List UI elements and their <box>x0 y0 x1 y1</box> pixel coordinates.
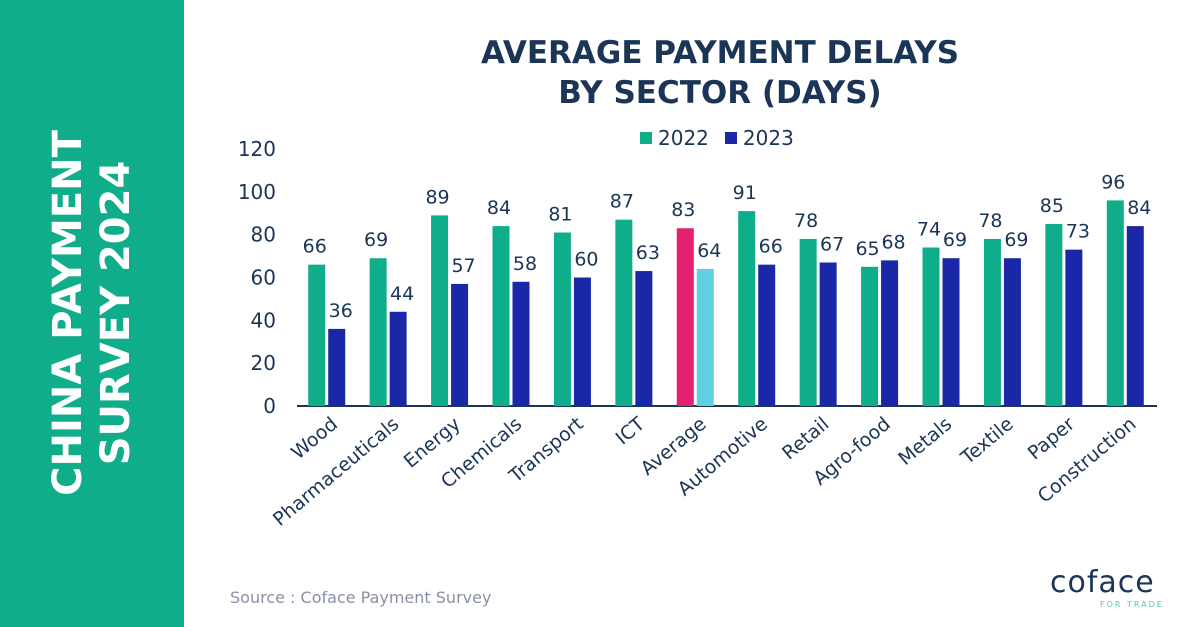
data-label: 66 <box>759 236 783 258</box>
data-label: 89 <box>425 186 449 208</box>
legend-label: 2023 <box>742 126 794 150</box>
bar-2023 <box>1126 226 1144 406</box>
y-tick-label: 120 <box>238 137 276 161</box>
data-label: 67 <box>820 234 844 256</box>
data-label: 44 <box>390 283 414 305</box>
bar-2023 <box>389 311 407 406</box>
data-label: 69 <box>943 229 967 251</box>
bar-2023 <box>451 283 469 406</box>
data-label: 69 <box>1004 229 1028 251</box>
x-tick-label: Retail <box>778 413 833 464</box>
data-label: 81 <box>548 204 572 226</box>
data-label: 60 <box>574 249 598 271</box>
legend-swatch <box>724 132 737 144</box>
legend-item-2022: 2022 <box>640 126 709 150</box>
logo-tagline: FOR TRADE <box>1100 600 1164 609</box>
bar-2022 <box>308 264 326 406</box>
bar-2022 <box>738 211 756 406</box>
data-label: 57 <box>451 255 475 277</box>
legend-item-2023: 2023 <box>724 126 794 150</box>
data-label: 85 <box>1040 195 1064 217</box>
y-tick-label: 40 <box>251 308 276 332</box>
data-label: 78 <box>794 210 818 232</box>
chart-title-line1: AVERAGE PAYMENT DELAYS <box>480 35 960 71</box>
data-label: 78 <box>978 210 1002 232</box>
data-label: 58 <box>513 253 537 275</box>
data-label: 64 <box>697 240 721 262</box>
legend-swatch <box>640 132 652 144</box>
bar-2023 <box>1003 258 1021 406</box>
side-banner: CHINA PAYMENT SURVEY 2024 <box>0 0 184 627</box>
data-label: 69 <box>364 229 388 251</box>
bar-2023 <box>635 271 653 406</box>
bar-2023 <box>573 277 591 406</box>
bar-2022 <box>1045 223 1063 406</box>
data-label: 66 <box>303 236 327 258</box>
data-label: 63 <box>636 242 660 264</box>
x-tick-label: Metals <box>894 413 956 470</box>
bar-2023 <box>819 262 837 406</box>
bar-2022 <box>861 266 879 406</box>
bar-2023 <box>696 268 714 406</box>
chart-title: AVERAGE PAYMENT DELAYS BY SECTOR (DAYS) <box>300 33 1140 113</box>
data-label: 84 <box>487 197 511 219</box>
bar-2022 <box>799 238 817 406</box>
bar-2022 <box>983 238 1001 406</box>
x-tick-label: ICT <box>612 413 650 450</box>
data-label: 96 <box>1101 171 1125 193</box>
x-tick-label: Wood <box>287 413 342 464</box>
y-tick-label: 0 <box>263 394 276 418</box>
bar-2023 <box>1065 249 1083 406</box>
bar-2022 <box>676 228 694 406</box>
bar-2022 <box>431 215 449 406</box>
legend-label: 2022 <box>658 126 709 150</box>
bar-2023 <box>328 328 346 406</box>
bar-2022 <box>492 226 510 406</box>
bar-2023 <box>942 258 960 406</box>
bar-2023 <box>758 264 776 406</box>
legend: 2022 2023 <box>640 126 794 150</box>
bar-2023 <box>881 260 899 406</box>
data-label: 84 <box>1127 197 1151 219</box>
y-tick-label: 20 <box>251 351 276 375</box>
data-label: 65 <box>855 238 879 260</box>
bar-2022 <box>369 258 387 406</box>
data-label: 73 <box>1066 221 1090 243</box>
bar-2023 <box>512 281 530 406</box>
bar-2022 <box>553 232 571 406</box>
x-tick-label: Paper <box>1024 413 1080 465</box>
chart-title-line2: BY SECTOR (DAYS) <box>558 75 882 111</box>
data-label: 91 <box>733 182 757 204</box>
bar-2022 <box>615 219 633 406</box>
data-label: 68 <box>881 231 905 253</box>
data-label: 83 <box>671 199 695 221</box>
data-label: 87 <box>610 191 634 213</box>
y-tick-label: 80 <box>251 223 276 247</box>
data-label: 36 <box>329 300 353 322</box>
source-note: Source : Coface Payment Survey <box>230 588 492 607</box>
bar-2022 <box>922 247 940 406</box>
y-tick-label: 100 <box>238 180 276 204</box>
coface-logo: coface <box>1050 565 1155 600</box>
y-tick-label: 60 <box>251 266 276 290</box>
data-label: 74 <box>917 219 941 241</box>
x-tick-label: Textile <box>956 413 1017 470</box>
bar-2022 <box>1106 200 1124 406</box>
